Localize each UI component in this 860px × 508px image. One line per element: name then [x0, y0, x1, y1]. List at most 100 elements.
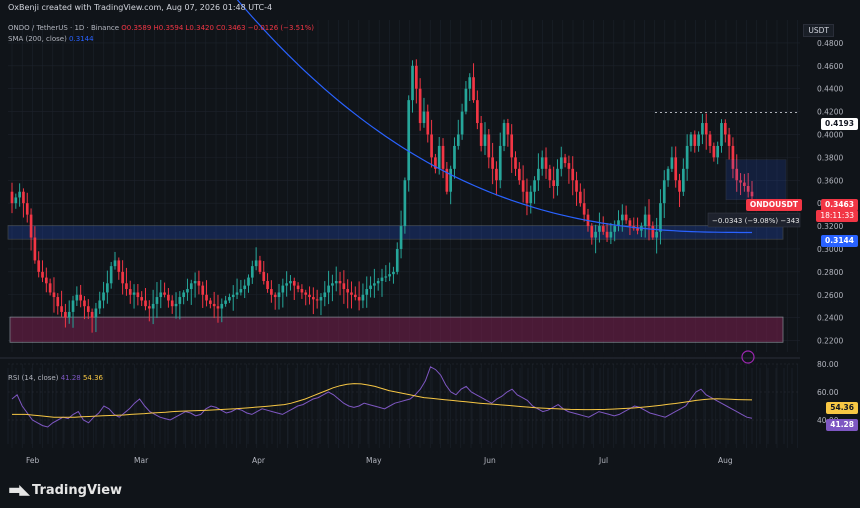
candle-body — [86, 306, 90, 312]
candle-body — [388, 274, 391, 277]
symbol-legend: ONDO / TetherUS · 1D · Binance O0.3589 H… — [8, 24, 314, 32]
candle-body — [224, 300, 227, 304]
candle-body — [128, 289, 132, 295]
candle-body — [235, 292, 239, 295]
candle-body — [712, 145, 716, 158]
candle-body — [659, 203, 662, 232]
candle-body — [670, 157, 674, 169]
created-by-text: OxBenji created with TradingView.com, Au… — [8, 3, 273, 12]
symbol-line: ONDO / TetherUS · 1D · Binance — [8, 24, 120, 32]
candle-body — [456, 134, 460, 146]
candle-body — [220, 303, 224, 309]
candle-body — [346, 289, 350, 293]
candle-body — [525, 191, 529, 204]
candle-body — [308, 294, 311, 298]
candle-body — [239, 289, 243, 293]
candle-body — [365, 289, 369, 295]
candle-body — [613, 226, 617, 232]
candle-body — [468, 77, 472, 89]
candle-body — [407, 100, 411, 181]
candle-body — [22, 191, 25, 204]
candle-body — [67, 311, 71, 318]
candle-body — [323, 292, 327, 298]
currency-label[interactable]: USDT — [803, 24, 834, 37]
candle-body — [533, 180, 536, 192]
candle-body — [693, 134, 697, 146]
rsi-ma-value: 54.36 — [82, 374, 104, 382]
candle-body — [300, 289, 304, 293]
price-tick-label: 0.4800 — [817, 39, 843, 48]
candle-body — [60, 306, 63, 312]
candle-body — [331, 283, 334, 286]
candle-body — [277, 292, 281, 298]
candle-body — [708, 134, 712, 146]
rsi-ma-badge: 54.36 — [826, 402, 858, 414]
candle-body — [723, 123, 727, 135]
candle-body — [495, 168, 498, 181]
rsi-legend[interactable]: RSI (14, close) 41.28 54.36 — [8, 374, 103, 382]
candle-body — [201, 285, 205, 295]
sma-legend[interactable]: SMA (200, close) 0.3144 — [8, 35, 94, 43]
rsi-value: 41.28 — [60, 374, 81, 382]
candle-body — [186, 289, 189, 293]
candle-body — [544, 157, 548, 169]
candle-body — [380, 277, 384, 282]
candle-body — [529, 191, 533, 204]
support-zone — [7, 225, 784, 240]
time-tick-label: May — [366, 456, 382, 465]
sma-200-line — [236, 0, 752, 234]
tradingview-mark-icon: ▬◣ — [8, 482, 30, 498]
candle-body — [140, 297, 144, 301]
candle-body — [563, 157, 567, 164]
candle-body — [197, 281, 201, 286]
candle-body — [144, 300, 147, 307]
time-tick-label: Mar — [134, 456, 149, 465]
candle-body — [678, 180, 681, 192]
price-tick-label: 0.3800 — [817, 153, 843, 162]
candle-body — [41, 271, 44, 278]
candle-body — [178, 297, 182, 304]
price-tick-label: 0.4600 — [817, 62, 843, 71]
candle-body — [537, 168, 540, 181]
candle-body — [521, 180, 525, 192]
candle-body — [617, 220, 620, 227]
time-tick-label: Apr — [252, 456, 266, 465]
candle-body — [147, 306, 151, 309]
candle-body — [132, 292, 136, 295]
candle-body — [357, 297, 361, 301]
candle-body — [228, 297, 231, 301]
tradingview-wordmark: TradingView — [32, 482, 123, 498]
candle-body — [647, 214, 651, 227]
candle-body — [682, 168, 685, 192]
candle-body — [353, 294, 357, 298]
ohlc-change: −0.0126 (−3.51%) — [247, 24, 314, 32]
candle-body — [182, 292, 185, 298]
candle-body — [556, 168, 559, 186]
candle-body — [281, 285, 285, 293]
candle-body — [579, 191, 582, 204]
candle-body — [83, 300, 86, 307]
candle-body — [662, 180, 666, 204]
candle-body — [636, 228, 639, 231]
candle-body — [247, 277, 250, 286]
candle-body — [136, 292, 140, 298]
candle-body — [716, 145, 720, 158]
candle-body — [666, 168, 670, 181]
candle-body — [590, 226, 594, 238]
candle-body — [395, 248, 399, 272]
candle-body — [487, 134, 491, 158]
candle-body — [449, 168, 452, 192]
candle-body — [743, 182, 746, 186]
tradingview-logo[interactable]: ▬◣ TradingView — [8, 482, 122, 498]
candle-body — [170, 300, 174, 307]
candle-body — [296, 285, 300, 290]
candle-body — [697, 134, 700, 146]
candle-body — [121, 271, 124, 284]
candle-body — [216, 306, 220, 309]
candle-body — [33, 237, 37, 261]
rsi-badge: 41.28 — [826, 419, 858, 431]
alert-icon — [741, 350, 755, 364]
candle-body — [441, 145, 445, 169]
candle-body — [472, 77, 475, 101]
